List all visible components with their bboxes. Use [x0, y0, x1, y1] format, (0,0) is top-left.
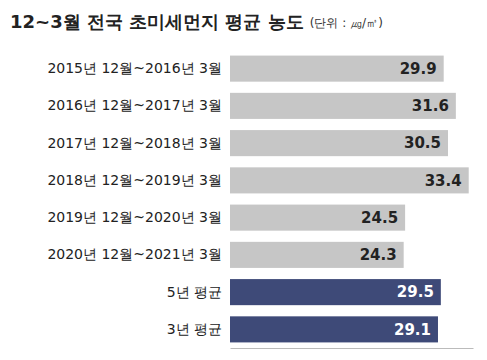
subtitle: (단위 : ㎍/㎥) — [310, 16, 383, 30]
category-label: 2018년 12월~2019년 3월 — [47, 172, 222, 188]
bar — [230, 56, 444, 82]
tick: 2016년 12월~2017년 3월 — [47, 97, 230, 113]
tick: 2015년 12월~2016년 3월 — [47, 60, 230, 76]
x-axis-line — [231, 348, 474, 349]
tick: 3년 평균 — [167, 321, 230, 337]
bars — [230, 56, 469, 343]
data-label: 31.6 — [412, 97, 449, 115]
data-labels: 29.9 31.6 30.5 33.4 24.5 24.3 29.5 29.1 — [360, 60, 462, 339]
category-label: 2016년 12월~2017년 3월 — [47, 97, 222, 113]
bar — [230, 130, 448, 156]
tick: 5년 평균 — [167, 284, 230, 300]
category-label: 2019년 12월~2020년 3월 — [47, 209, 222, 225]
x-axis — [231, 348, 474, 349]
tick: 2019년 12월~2020년 3월 — [47, 209, 230, 225]
tick: 2017년 12월~2018년 3월 — [47, 135, 230, 151]
data-label: 29.1 — [394, 321, 431, 339]
category-label: 2015년 12월~2016년 3월 — [47, 60, 222, 76]
y-axis: 2015년 12월~2016년 3월 2016년 12월~2017년 3월 2017… — [47, 60, 230, 337]
bar — [230, 205, 405, 231]
data-label: 24.3 — [360, 246, 397, 264]
category-label: 5년 평균 — [167, 284, 222, 300]
tick: 2020년 12월~2021년 3월 — [47, 246, 230, 262]
category-label: 3년 평균 — [167, 321, 222, 337]
title: 12~3월 전국 초미세먼지 평균 농도 — [10, 11, 304, 32]
data-label: 29.9 — [400, 60, 437, 78]
category-label: 2020년 12월~2021년 3월 — [47, 246, 222, 262]
bar — [230, 167, 469, 193]
bar — [230, 316, 438, 342]
data-label: 24.5 — [361, 209, 398, 227]
bar — [230, 279, 441, 305]
data-label: 33.4 — [425, 172, 462, 190]
bar — [230, 93, 456, 119]
bar — [230, 242, 404, 268]
tick: 2018년 12월~2019년 3월 — [47, 172, 230, 188]
data-label: 30.5 — [404, 134, 441, 152]
data-label: 29.5 — [397, 283, 434, 301]
chart: 12~3월 전국 초미세먼지 평균 농도 (단위 : ㎍/㎥) 2015년 12월~… — [0, 0, 487, 360]
category-label: 2017년 12월~2018년 3월 — [47, 135, 222, 151]
